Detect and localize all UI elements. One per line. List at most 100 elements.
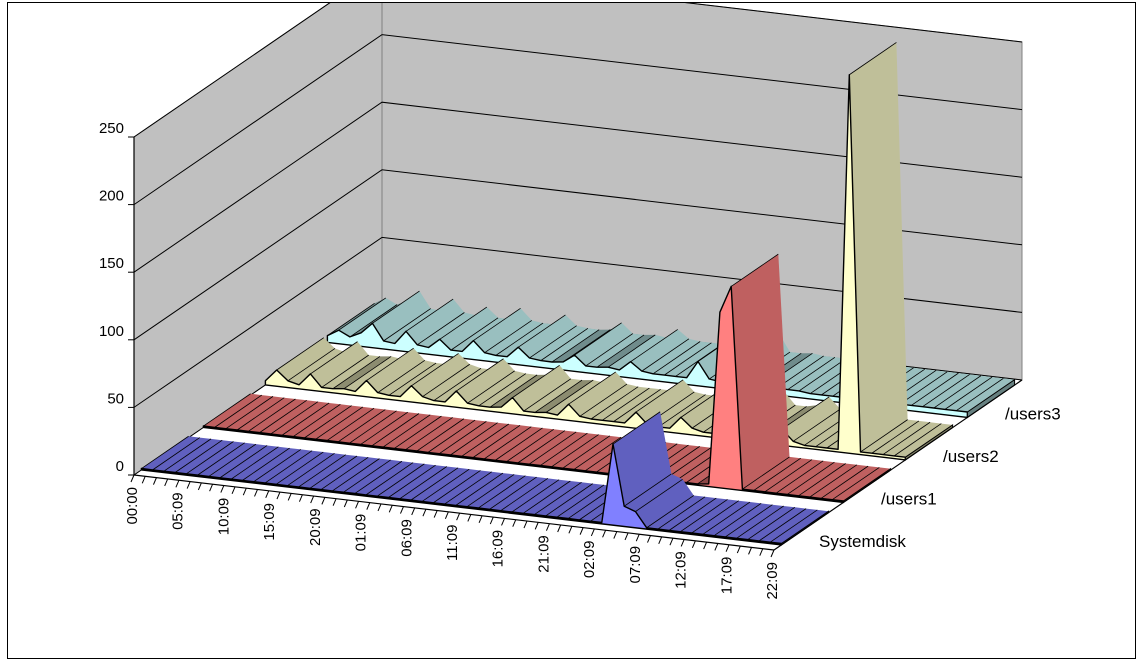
x-tick-label: 11:09 [444,525,461,561]
area-hatch [152,437,201,471]
x-tick-mark [523,520,528,529]
y-tick-label: 100 [99,323,124,340]
x-tick-mark [332,498,337,506]
x-tick-mark [141,476,146,484]
x-tick-mark [613,531,618,539]
area-hatch [371,413,420,447]
area-top-facet [764,459,824,494]
x-tick-mark [209,484,214,492]
x-tick-mark [467,514,472,522]
area-top-facet [360,412,419,446]
area-hatch [680,499,728,533]
x-tick-mark [242,487,247,496]
area-hatch [579,383,628,417]
area-top-facet [220,445,279,480]
area-top-facet [332,458,391,493]
area-top-facet [455,473,515,507]
area-top-facet [579,384,639,419]
area-top-facet [653,341,712,376]
x-tick-mark [635,534,640,542]
area-top-facet [141,436,200,470]
area-top-facet [315,406,375,441]
area-top-facet [349,410,408,445]
gridline [133,101,1023,273]
area-hatch [410,467,459,501]
area-top-facet [472,425,532,459]
area-top-facet [809,464,869,499]
area-hatch [326,407,375,441]
area-top-facet [562,435,622,470]
area-top-facet [624,473,683,512]
x-tick-mark [579,527,584,535]
area-hatch [933,375,982,409]
area-top-facet [422,364,481,401]
area-top-facet [461,424,520,458]
area-hatch [466,474,515,508]
area-hatch [270,401,319,435]
area-top-facet [467,474,526,508]
area-hatch [787,356,836,390]
series-label: /users2 [943,447,999,466]
x-tick-mark [489,516,494,525]
area-hatch [208,443,257,477]
area-top-facet [332,356,392,389]
x-tick-mark [545,523,550,531]
area-hatch [528,431,577,465]
area-top-facet [725,504,784,539]
area-top-facet [602,388,661,422]
area-top-facet [175,440,234,474]
area-top-facet [276,452,335,486]
area-top-facet [512,479,571,514]
area-top-facet [529,431,588,466]
area-hatch [860,419,908,453]
area-top-facet [203,393,262,428]
x-tick-mark [321,497,326,505]
area-hatch [713,503,762,536]
area-hatch [725,504,773,538]
area-hatch [787,461,835,495]
area-hatch [287,348,336,382]
area-hatch [349,304,398,338]
x-tick-label: 05:09 [170,492,187,530]
area-top-facet [450,422,509,457]
area-top-facet [344,356,403,392]
area-top-facet [428,420,487,454]
area-top-facet [343,459,402,494]
area-hatch [518,314,566,348]
area-top-facet [383,414,442,449]
area-hatch [635,379,684,413]
area-hatch [798,358,847,392]
area-hatch [624,473,672,507]
area-top-facet [793,409,852,446]
area-top-facet [237,397,296,432]
area-hatch [792,408,841,442]
area-top-facet [770,509,829,544]
area-hatch [809,464,858,498]
area-hatch [377,360,426,393]
area-hatch [652,341,701,375]
area-hatch [511,479,560,513]
area-top-facet [489,477,548,511]
series-users2 [264,42,954,461]
area-top-facet [736,506,795,540]
area-top-facet [776,460,835,495]
area-top-facet [787,462,846,496]
area-top-facet [591,386,650,421]
area-hatch [427,419,476,453]
x-tick-mark [725,544,730,552]
area-top-facet [647,391,706,427]
area-top-facet [225,396,285,430]
x-tick-mark [388,505,393,513]
x-tick-mark [770,549,775,558]
area-hatch [439,421,487,455]
series-label: /users3 [1005,404,1061,423]
area-hatch [495,427,543,461]
area-hatch [163,438,212,472]
x-tick-mark [175,480,180,488]
area-hatch [310,341,358,375]
area-top-facet [523,378,582,413]
area-hatch [764,459,813,493]
area-hatch [382,414,431,448]
area-hatch [911,372,959,406]
area-top-facet [883,422,942,456]
